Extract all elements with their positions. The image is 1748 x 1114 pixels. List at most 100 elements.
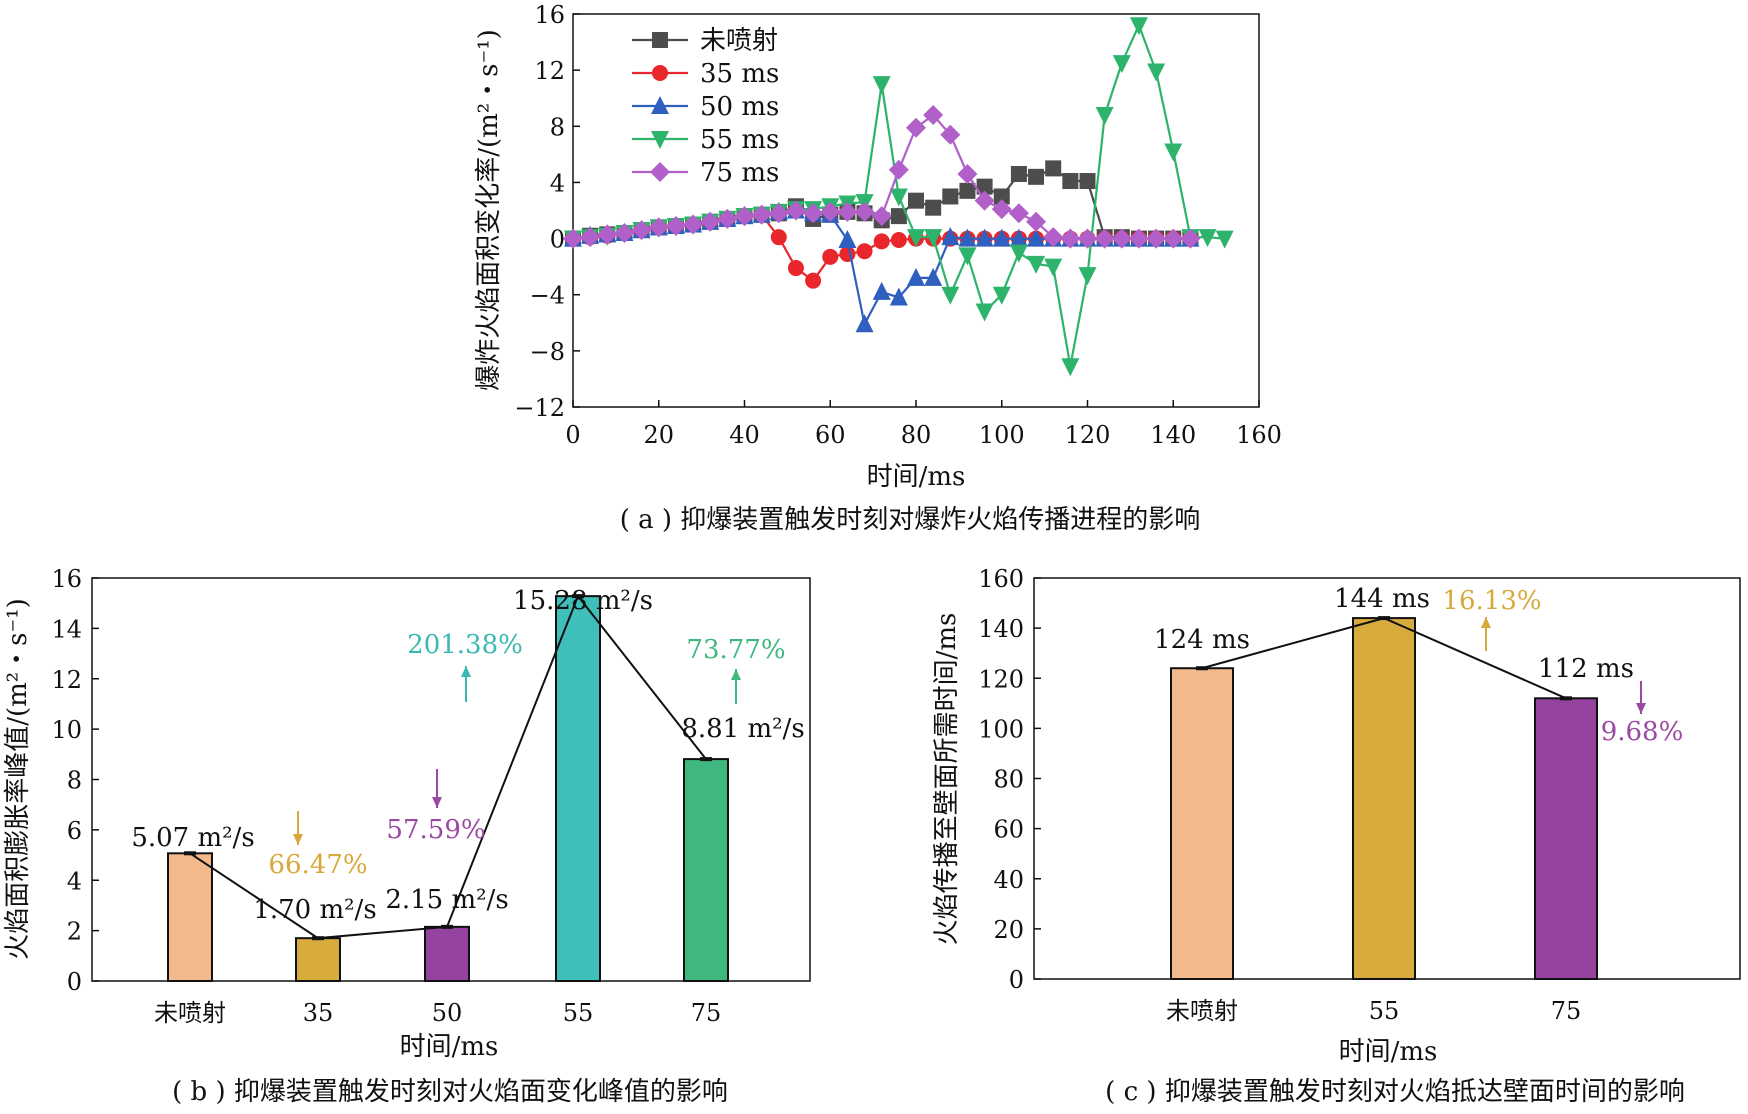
chart-a-data-point	[888, 159, 909, 180]
chart-a-data-point	[1112, 55, 1131, 74]
chart-a-data-point	[614, 222, 635, 243]
chart-a-data-point	[854, 201, 875, 222]
chart-b-change-annotation: 57.59%	[386, 769, 486, 845]
arrow-down-icon	[432, 797, 442, 808]
chart-c-ytick-label: 100	[978, 715, 1024, 743]
chart-a-data-point	[1129, 17, 1148, 36]
legend-swatch-marker	[652, 32, 668, 48]
chart-b-data-label: 2.15 m²/s	[385, 885, 508, 915]
chart-a-data-point	[1079, 173, 1096, 190]
chart-a-data-point	[907, 267, 925, 286]
chart-a-ytick-label: −12	[514, 394, 565, 422]
chart-a-xtick-label: 60	[815, 421, 846, 449]
chart-c-xtick-label: 未喷射	[1166, 997, 1238, 1025]
arrow-down-icon	[293, 834, 303, 845]
chart-a: 0 20 40 60 80 100 120 140 160 −12 −8 −4 0 4 8 12 16 未喷射3…	[474, 1, 1282, 535]
chart-b-bar	[167, 852, 213, 982]
chart-a-data-point	[1045, 160, 1062, 177]
chart-b-ytick-label: 6	[67, 817, 82, 845]
chart-a-data-point	[648, 217, 669, 238]
chart-b-xtick-label: 55	[563, 999, 594, 1027]
chart-b-change-annotation: 66.47%	[268, 811, 368, 880]
chart-a-axes: 0 20 40 60 80 100 120 140 160 −12 −8 −4 0 4 8 12 16	[514, 1, 1282, 449]
arrow-up-icon	[1481, 617, 1491, 628]
chart-a-data-point	[1198, 229, 1217, 248]
chart-a-data-point	[992, 286, 1011, 305]
chart-b-change-percent: 73.77%	[686, 635, 785, 665]
chart-b: 0 2 4 6 8 10 12 14 16 未喷射 35 50 55 75 5.07 m²/s 1.70 m…	[3, 565, 811, 1107]
chart-a-data-point	[1180, 228, 1201, 249]
legend-label: 35 ms	[700, 59, 779, 89]
chart-a-data-point	[1061, 358, 1080, 377]
chart-a-data-point	[1060, 228, 1081, 249]
chart-b-ytick-label: 16	[51, 565, 82, 593]
chart-a-data-point	[992, 228, 1011, 247]
chart-a-data-point	[872, 76, 891, 95]
chart-b-ytick-label: 14	[51, 615, 82, 643]
chart-a-data-point	[975, 303, 994, 322]
chart-a-data-point	[890, 208, 907, 225]
chart-b-xtick-label: 未喷射	[154, 999, 226, 1027]
chart-b-axes: 0 2 4 6 8 10 12 14 16 未喷射 35 50 55 75	[51, 565, 721, 1027]
legend-label: 75 ms	[700, 158, 779, 188]
chart-c-annotations: 16.13% 9.68%	[1442, 586, 1683, 747]
chart-a-data-point	[580, 227, 601, 248]
chart-b-data-labels: 5.07 m²/s 1.70 m²/s 2.15 m²/s 15.28 m²/s 8.8…	[131, 586, 804, 925]
chart-a-data-point	[855, 314, 874, 333]
chart-b-annotations: 66.47% 57.59% 201.38% 73.77%	[268, 630, 785, 880]
chart-c-bar	[1170, 667, 1234, 980]
chart-a-ytick-label: 8	[550, 113, 565, 141]
chart-c-change-annotation: 9.68%	[1601, 681, 1683, 747]
chart-a-data-point	[822, 248, 839, 265]
chart-a-data-point	[975, 228, 994, 247]
chart-a-data-point	[1009, 228, 1028, 247]
chart-a-data-point	[1027, 255, 1046, 274]
chart-b-ylabel: 火焰面积膨胀率峰值/(m²・s⁻¹)	[3, 598, 33, 960]
chart-b-ytick-label: 2	[67, 918, 82, 946]
chart-a-xtick-label: 160	[1236, 421, 1282, 449]
chart-a-data-point	[991, 199, 1012, 220]
chart-a-data-point	[942, 188, 959, 205]
chart-a-data-point	[1026, 211, 1047, 232]
chart-a-data-point	[1008, 203, 1029, 224]
chart-a-data-point	[837, 201, 858, 222]
chart-a-data-point	[1095, 107, 1114, 126]
chart-b-ytick-label: 12	[51, 666, 82, 694]
chart-a-data-point	[665, 215, 686, 236]
chart-a-data-point	[805, 272, 822, 289]
chart-c-ytick-label: 60	[993, 816, 1024, 844]
chart-a-data-point	[1147, 63, 1166, 82]
chart-a-data-point	[683, 214, 704, 235]
chart-b-xlabel: 时间/ms	[400, 1032, 499, 1062]
chart-c-data-label: 144 ms	[1334, 584, 1430, 614]
chart-a-xtick-label: 80	[901, 421, 932, 449]
chart-a-data-point	[751, 204, 772, 225]
legend-swatch-marker	[651, 96, 669, 114]
chart-b-xtick-label: 50	[432, 999, 463, 1027]
legend-label: 未喷射	[700, 26, 778, 56]
chart-a-data-point	[785, 200, 806, 221]
chart-c-ytick-label: 80	[993, 766, 1024, 794]
chart-b-xtick-label: 35	[303, 999, 334, 1027]
chart-b-bar	[295, 937, 341, 983]
chart-c-ytick-label: 120	[978, 665, 1024, 693]
chart-a-data-point	[700, 211, 721, 232]
arrow-up-icon	[731, 669, 741, 680]
chart-a-xtick-label: 140	[1150, 421, 1196, 449]
chart-a-xtick-label: 120	[1065, 421, 1111, 449]
legend-swatch-marker	[650, 162, 670, 182]
chart-a-data-point	[925, 199, 942, 216]
chart-a-data-point	[908, 192, 924, 209]
chart-a-data-point	[872, 281, 891, 300]
chart-a-data-point	[1043, 227, 1064, 248]
chart-a-data-point	[1163, 228, 1184, 249]
chart-b-xtick-label: 75	[691, 999, 722, 1027]
chart-b-change-annotation: 201.38%	[407, 630, 523, 702]
chart-a-ytick-label: 16	[534, 1, 565, 29]
chart-a-data-point	[941, 227, 960, 246]
legend-swatch-marker	[651, 131, 669, 149]
chart-a-data-point	[941, 286, 960, 305]
chart-a-data-point	[563, 228, 583, 249]
chart-a-ylabel: 爆炸火焰面积变化率/(m²・s⁻¹)	[474, 29, 504, 391]
